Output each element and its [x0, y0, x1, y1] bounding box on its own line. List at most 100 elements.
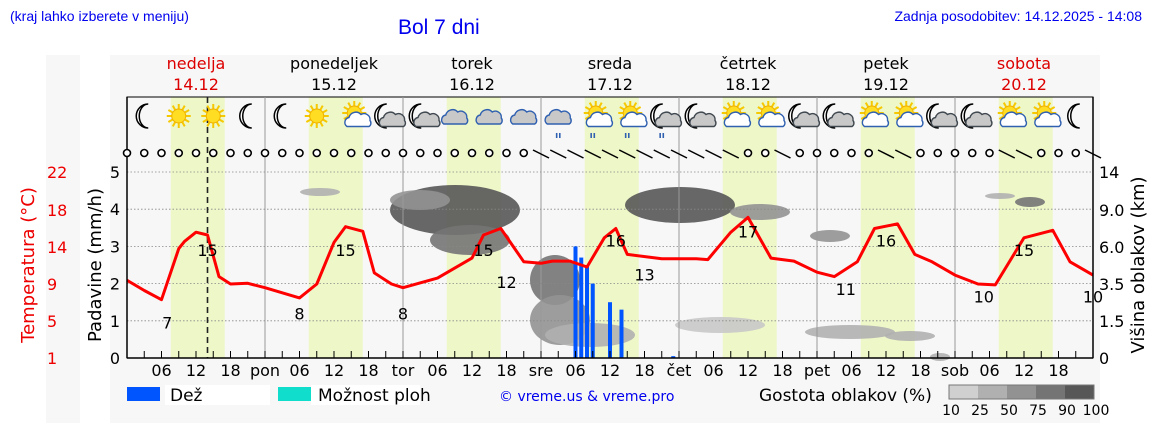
- cloud-shape: [585, 111, 614, 128]
- sun-ray: [739, 106, 745, 111]
- cloud-shape: [509, 109, 538, 125]
- cloud-shape: [378, 111, 407, 128]
- day-name: sobota: [997, 54, 1051, 73]
- wind-barb-icon: [618, 149, 636, 159]
- wind-calm-icon: [916, 148, 925, 158]
- sun-cloud-icon: [756, 101, 786, 128]
- cloud-shape: [1034, 111, 1062, 128]
- wind-calm-icon: [519, 148, 529, 158]
- cloud-icon: [475, 109, 503, 125]
- hour-label: 18: [358, 361, 378, 380]
- hour-label: 06: [565, 361, 585, 380]
- cloud-shape: [930, 111, 959, 128]
- rain-bar: [585, 265, 589, 358]
- cloud-shape: [544, 109, 572, 125]
- location-hint: (kraj lahko izberete v meniju): [10, 8, 189, 24]
- sun-ray: [623, 102, 628, 108]
- rain-drops: ıı: [555, 131, 561, 141]
- precip-tick: 5: [110, 163, 120, 182]
- precip-tick: 3: [110, 237, 120, 256]
- sun-ray: [1033, 106, 1039, 111]
- wind-calm-icon: [812, 148, 822, 158]
- temperature-label: 8: [294, 304, 304, 323]
- cloud-density-swatch: [1036, 385, 1065, 399]
- hour-label: 18: [910, 361, 930, 380]
- moon-icon: [1067, 103, 1080, 129]
- wind-calm-icon: [864, 148, 874, 158]
- day-name: petek: [863, 54, 909, 73]
- sun-ray: [601, 106, 607, 111]
- sun-ray: [584, 106, 591, 111]
- wind-calm-icon: [139, 148, 149, 158]
- temperature-label: 15: [197, 241, 217, 260]
- sun-ray: [1012, 102, 1017, 108]
- day-abbr-label: pon: [250, 361, 280, 380]
- temperature-label: 15: [473, 241, 493, 260]
- sun-ray: [770, 102, 776, 108]
- cloud-density-tick: 100: [1083, 403, 1110, 419]
- sun-ray: [202, 118, 208, 123]
- cloud-density-swatch: [1007, 385, 1036, 399]
- moon-shape: [135, 103, 149, 129]
- wind-calm-icon: [847, 148, 856, 158]
- cloud-density-swatch: [978, 385, 1007, 399]
- sun-ray: [322, 109, 328, 114]
- wind-calm-icon: [260, 148, 270, 158]
- moon-icon: [135, 103, 149, 129]
- moon-shape: [684, 103, 698, 129]
- daylight-band: [860, 97, 915, 358]
- wind-calm-icon: [346, 148, 356, 158]
- day-date: 19.12: [863, 75, 909, 94]
- temperature-tick: 1: [47, 349, 57, 368]
- wind-barb-icon: [705, 149, 722, 159]
- hour-label: 06: [427, 361, 447, 380]
- cloud-shape: [475, 109, 503, 125]
- sun-ray: [206, 105, 211, 111]
- hour-label: 12: [186, 361, 206, 380]
- rain-bar: [608, 302, 612, 358]
- wind-calm-icon: [364, 148, 373, 158]
- copyright-link: © vreme.us & vreme.pro: [499, 389, 674, 405]
- temperature-tick: 5: [47, 312, 57, 331]
- daylight-band: [308, 97, 363, 358]
- moon-cloud-rain-icon: ıı: [650, 103, 683, 141]
- cloud-cover-blob: [1015, 197, 1045, 207]
- wind-barb-icon: [567, 149, 584, 159]
- sun-ray: [356, 102, 362, 108]
- daylight-band: [998, 97, 1053, 358]
- moon-cloud-icon: [684, 103, 717, 129]
- sun-ray: [215, 105, 221, 111]
- wind-calm-icon: [157, 148, 166, 158]
- moon-shape: [960, 103, 974, 129]
- sun-ray: [309, 105, 315, 111]
- rain-drops: ıı: [624, 131, 630, 141]
- cloud-cover-blob: [545, 323, 635, 347]
- wind-calm-icon: [398, 148, 408, 158]
- legend-rain-label: Dež: [170, 386, 203, 406]
- cloud-density-tick: 10: [942, 403, 960, 419]
- cloud-shape: [758, 111, 786, 128]
- wind-barb-icon: [670, 149, 688, 159]
- sun-disc: [309, 108, 325, 124]
- wind-calm-icon: [295, 148, 304, 158]
- sun-ray: [899, 102, 904, 108]
- cloud-shape: [861, 111, 890, 128]
- moon-cloud-icon: [926, 103, 959, 129]
- cloud-shape: [620, 111, 648, 128]
- sun-ray: [319, 121, 324, 127]
- cloud-density-tick: 75: [1029, 403, 1047, 419]
- wind-calm-icon: [985, 148, 994, 158]
- wind-calm-icon: [208, 148, 218, 158]
- moon-shape: [1067, 103, 1080, 129]
- sun-ray: [343, 115, 349, 120]
- hour-label: 06: [289, 361, 309, 380]
- temperature-label: 12: [496, 273, 516, 292]
- sun-ray: [619, 106, 625, 111]
- temperature-line: [126, 215, 1094, 302]
- moon-cloud-icon: [374, 103, 407, 129]
- sun-ray: [908, 102, 914, 108]
- cloud-shape: [440, 109, 469, 125]
- sun-ray: [860, 115, 867, 120]
- sun-cloud-icon: [894, 101, 924, 128]
- wind-calm-icon: [743, 148, 753, 158]
